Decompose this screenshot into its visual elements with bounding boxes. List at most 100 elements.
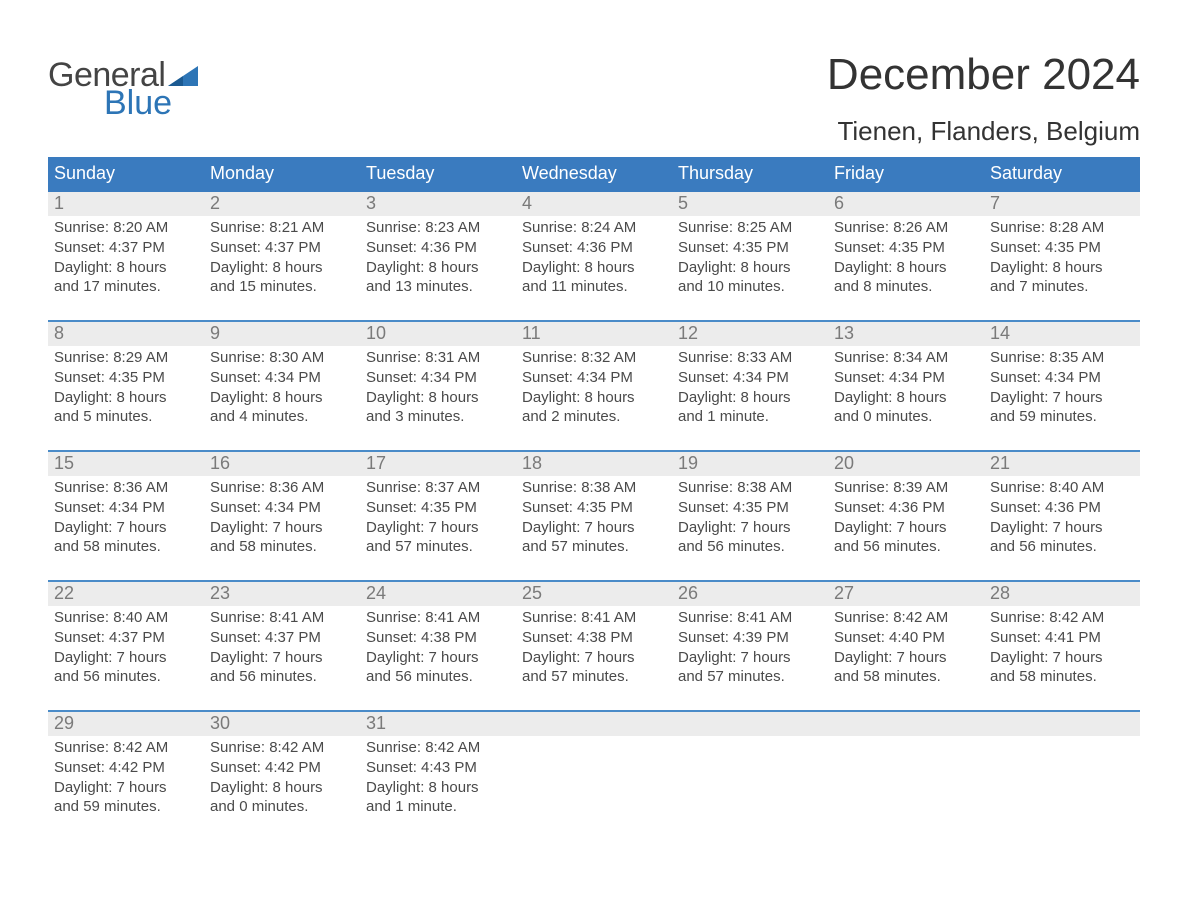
calendar-cell: Sunrise: 8:35 AMSunset: 4:34 PMDaylight:… [984, 346, 1140, 436]
weekday-header: Tuesday [360, 157, 516, 192]
cell-dl1: Daylight: 7 hours [678, 648, 822, 668]
cell-dl1: Daylight: 7 hours [54, 518, 198, 538]
calendar-cell: Sunrise: 8:20 AMSunset: 4:37 PMDaylight:… [48, 216, 204, 306]
cell-dl1: Daylight: 8 hours [522, 258, 666, 278]
calendar-cell [516, 736, 672, 826]
cell-sunrise: Sunrise: 8:23 AM [366, 218, 510, 238]
cell-dl1: Daylight: 8 hours [54, 388, 198, 408]
weekday-header: Sunday [48, 157, 204, 192]
cell-dl1: Daylight: 8 hours [366, 258, 510, 278]
day-number: 18 [516, 452, 672, 476]
month-title: December 2024 [827, 50, 1140, 100]
cell-dl2: and 0 minutes. [834, 407, 978, 427]
calendar-week: 22232425262728Sunrise: 8:40 AMSunset: 4:… [48, 580, 1140, 710]
daynum-band: 15161718192021 [48, 452, 1140, 476]
weekday-header: Thursday [672, 157, 828, 192]
cell-dl1: Daylight: 8 hours [678, 258, 822, 278]
calendar-cell [828, 736, 984, 826]
calendar-cell: Sunrise: 8:24 AMSunset: 4:36 PMDaylight:… [516, 216, 672, 306]
cell-dl1: Daylight: 8 hours [522, 388, 666, 408]
cell-dl1: Daylight: 7 hours [522, 518, 666, 538]
cell-dl2: and 58 minutes. [210, 537, 354, 557]
cell-sunrise: Sunrise: 8:35 AM [990, 348, 1134, 368]
cell-dl2: and 10 minutes. [678, 277, 822, 297]
calendar-cell: Sunrise: 8:25 AMSunset: 4:35 PMDaylight:… [672, 216, 828, 306]
cell-dl2: and 57 minutes. [522, 537, 666, 557]
cell-sunrise: Sunrise: 8:38 AM [678, 478, 822, 498]
cell-sunset: Sunset: 4:34 PM [522, 368, 666, 388]
calendar-cell: Sunrise: 8:36 AMSunset: 4:34 PMDaylight:… [48, 476, 204, 566]
calendar-cell: Sunrise: 8:34 AMSunset: 4:34 PMDaylight:… [828, 346, 984, 436]
week-cells: Sunrise: 8:29 AMSunset: 4:35 PMDaylight:… [48, 346, 1140, 450]
calendar-cell: Sunrise: 8:23 AMSunset: 4:36 PMDaylight:… [360, 216, 516, 306]
calendar-cell: Sunrise: 8:42 AMSunset: 4:42 PMDaylight:… [48, 736, 204, 826]
cell-dl1: Daylight: 7 hours [210, 518, 354, 538]
calendar-cell [672, 736, 828, 826]
cell-dl1: Daylight: 7 hours [522, 648, 666, 668]
cell-dl2: and 2 minutes. [522, 407, 666, 427]
cell-sunrise: Sunrise: 8:37 AM [366, 478, 510, 498]
calendar-cell: Sunrise: 8:40 AMSunset: 4:37 PMDaylight:… [48, 606, 204, 696]
day-number: 27 [828, 582, 984, 606]
cell-dl2: and 56 minutes. [678, 537, 822, 557]
brand-logo: General Blue [48, 58, 198, 120]
cell-sunset: Sunset: 4:34 PM [834, 368, 978, 388]
cell-sunset: Sunset: 4:35 PM [366, 498, 510, 518]
calendar-cell: Sunrise: 8:41 AMSunset: 4:39 PMDaylight:… [672, 606, 828, 696]
calendar-cell: Sunrise: 8:42 AMSunset: 4:42 PMDaylight:… [204, 736, 360, 826]
cell-dl2: and 58 minutes. [834, 667, 978, 687]
day-number: 20 [828, 452, 984, 476]
calendar-cell: Sunrise: 8:42 AMSunset: 4:40 PMDaylight:… [828, 606, 984, 696]
day-number: 5 [672, 192, 828, 216]
calendar-cell: Sunrise: 8:42 AMSunset: 4:43 PMDaylight:… [360, 736, 516, 826]
cell-dl1: Daylight: 7 hours [210, 648, 354, 668]
cell-dl1: Daylight: 8 hours [834, 258, 978, 278]
cell-sunset: Sunset: 4:37 PM [210, 628, 354, 648]
cell-sunset: Sunset: 4:43 PM [366, 758, 510, 778]
cell-sunrise: Sunrise: 8:42 AM [990, 608, 1134, 628]
cell-dl2: and 56 minutes. [54, 667, 198, 687]
day-number: 21 [984, 452, 1140, 476]
calendar-week: 15161718192021Sunrise: 8:36 AMSunset: 4:… [48, 450, 1140, 580]
day-number: 25 [516, 582, 672, 606]
cell-sunrise: Sunrise: 8:38 AM [522, 478, 666, 498]
cell-sunrise: Sunrise: 8:42 AM [366, 738, 510, 758]
cell-dl2: and 57 minutes. [366, 537, 510, 557]
day-number: 10 [360, 322, 516, 346]
cell-sunset: Sunset: 4:38 PM [366, 628, 510, 648]
day-number: 23 [204, 582, 360, 606]
day-number: 15 [48, 452, 204, 476]
weekday-header: Friday [828, 157, 984, 192]
cell-sunset: Sunset: 4:35 PM [54, 368, 198, 388]
calendar-cell: Sunrise: 8:41 AMSunset: 4:37 PMDaylight:… [204, 606, 360, 696]
cell-sunset: Sunset: 4:34 PM [210, 368, 354, 388]
day-number [828, 712, 984, 736]
cell-sunset: Sunset: 4:42 PM [54, 758, 198, 778]
cell-sunrise: Sunrise: 8:33 AM [678, 348, 822, 368]
day-number: 13 [828, 322, 984, 346]
cell-sunset: Sunset: 4:37 PM [54, 238, 198, 258]
calendar-cell: Sunrise: 8:33 AMSunset: 4:34 PMDaylight:… [672, 346, 828, 436]
calendar-cell: Sunrise: 8:42 AMSunset: 4:41 PMDaylight:… [984, 606, 1140, 696]
day-number: 24 [360, 582, 516, 606]
calendar-cell: Sunrise: 8:36 AMSunset: 4:34 PMDaylight:… [204, 476, 360, 566]
cell-dl1: Daylight: 7 hours [54, 648, 198, 668]
cell-sunset: Sunset: 4:35 PM [678, 238, 822, 258]
day-number [672, 712, 828, 736]
cell-sunset: Sunset: 4:35 PM [990, 238, 1134, 258]
day-number: 29 [48, 712, 204, 736]
calendar-page: General Blue December 2024 Tienen, Fland… [0, 0, 1188, 918]
daynum-band: 293031 [48, 712, 1140, 736]
cell-dl2: and 56 minutes. [990, 537, 1134, 557]
day-number: 11 [516, 322, 672, 346]
week-cells: Sunrise: 8:42 AMSunset: 4:42 PMDaylight:… [48, 736, 1140, 840]
day-number: 6 [828, 192, 984, 216]
day-number [516, 712, 672, 736]
cell-sunset: Sunset: 4:41 PM [990, 628, 1134, 648]
week-cells: Sunrise: 8:20 AMSunset: 4:37 PMDaylight:… [48, 216, 1140, 320]
calendar-cell: Sunrise: 8:38 AMSunset: 4:35 PMDaylight:… [672, 476, 828, 566]
calendar-week: 891011121314Sunrise: 8:29 AMSunset: 4:35… [48, 320, 1140, 450]
calendar-cell: Sunrise: 8:39 AMSunset: 4:36 PMDaylight:… [828, 476, 984, 566]
cell-dl2: and 3 minutes. [366, 407, 510, 427]
cell-dl1: Daylight: 7 hours [678, 518, 822, 538]
